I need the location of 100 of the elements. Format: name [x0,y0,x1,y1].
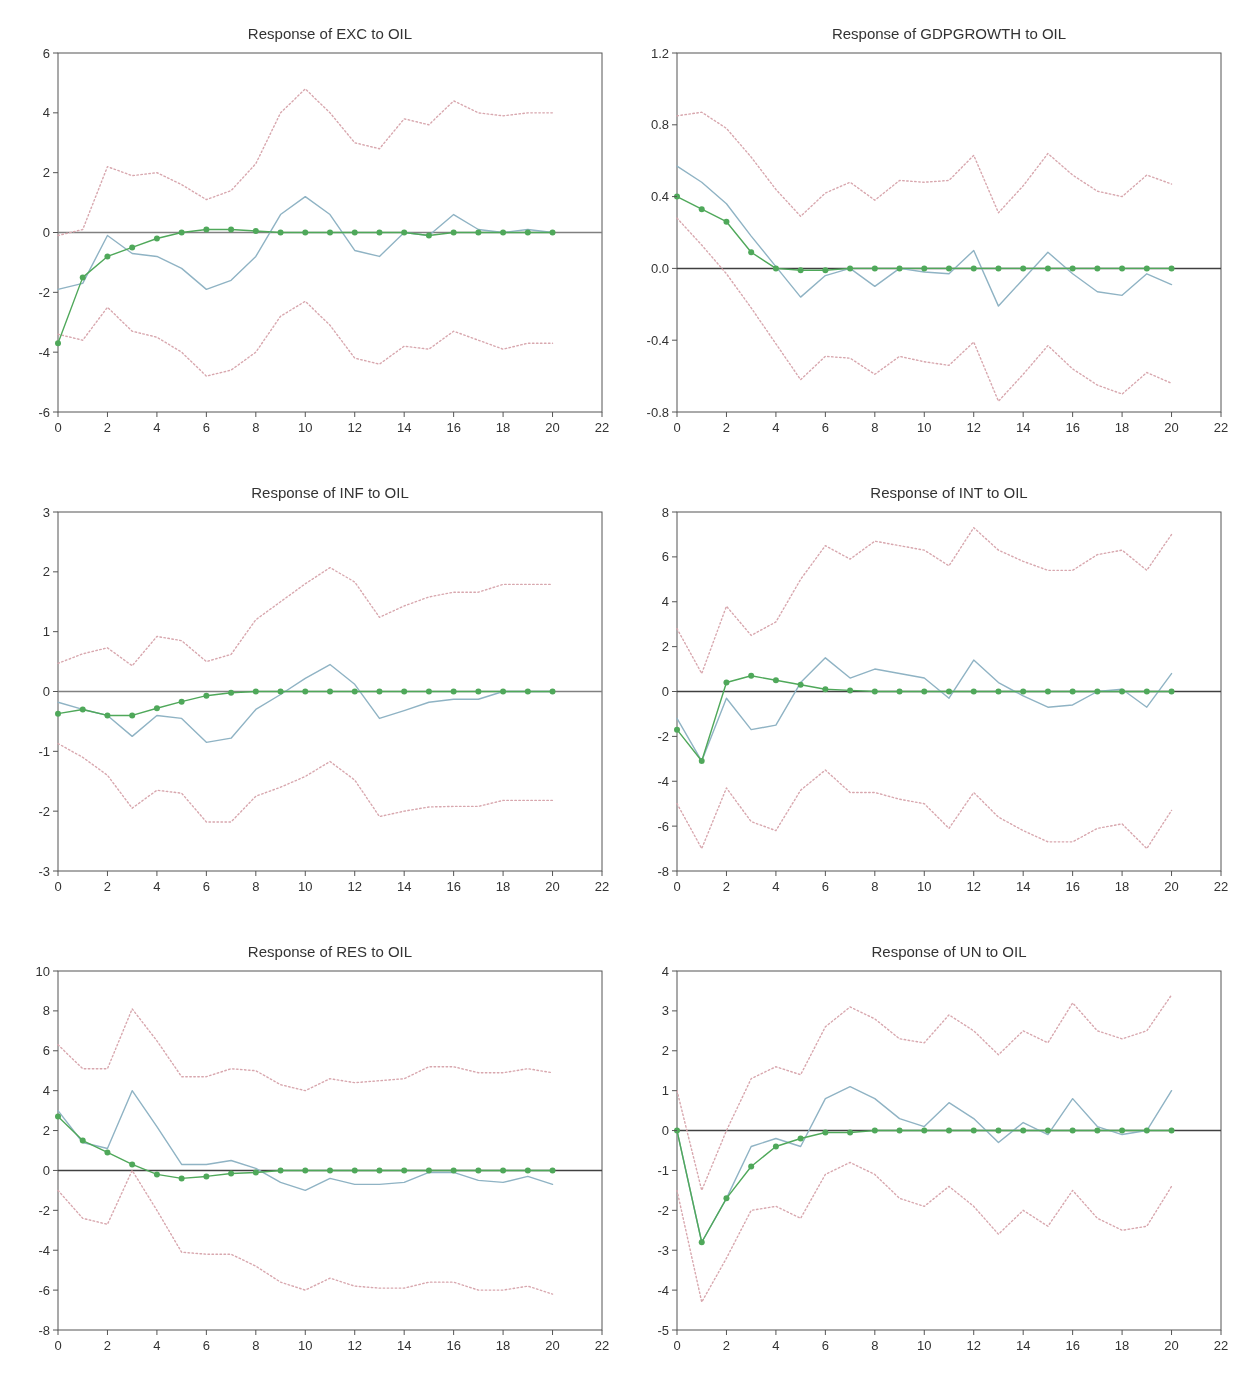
point [921,1127,928,1134]
point [822,267,829,274]
point [252,228,259,234]
point [1119,688,1126,695]
y-tick-label: 0 [42,684,50,700]
point [228,1170,235,1177]
x-tick-label: 10 [298,879,313,894]
point [1168,1127,1175,1134]
point [277,229,284,236]
point [277,688,284,695]
y-tick-label: -0.4 [646,332,669,348]
point [1069,1127,1076,1134]
point [748,672,755,679]
x-tick-label: 18 [1114,879,1130,894]
x-tick-label: 6 [202,879,210,894]
y-tick-label: -4 [38,1242,50,1258]
y-tick-label: 10 [35,963,50,979]
x-tick-label: 22 [594,420,610,435]
point [1143,265,1150,272]
x-tick-label: 2 [722,879,731,894]
point [797,1135,804,1142]
y-tick-label: -4 [38,344,50,360]
point [376,688,383,695]
x-tick-label: 2 [103,420,112,435]
point [1044,688,1051,695]
x-tick-label: 12 [966,1338,981,1353]
point [327,1167,333,1174]
x-tick-label: 22 [594,879,610,894]
point [129,712,136,719]
y-tick-label: -0.8 [646,404,669,420]
point [772,265,779,272]
x-tick-label: 6 [821,420,829,435]
point [698,1239,705,1246]
point [302,229,309,236]
line-series [57,1169,554,1295]
x-tick-label: 20 [545,1338,560,1353]
x-tick-label: 8 [871,420,879,435]
x-tick-label: 2 [103,1338,112,1353]
x-tick-label: 14 [396,1338,412,1353]
line-series [676,217,1173,402]
chart-title: Response of RES to OIL [247,943,413,960]
y-tick-label: 1.2 [650,45,669,61]
point [425,1167,432,1174]
point [524,688,531,695]
x-tick-label: 8 [252,420,260,435]
point [450,688,457,695]
x-tick-label: 0 [673,420,681,435]
point [500,688,507,695]
point [475,1167,482,1174]
x-tick-label: 0 [673,879,681,894]
line-series [676,994,1173,1192]
x-tick-label: 2 [722,420,731,435]
point [55,710,61,717]
point [351,688,358,695]
point [772,1143,779,1150]
x-tick-label: 20 [1164,879,1179,894]
point [104,712,111,719]
y-tick-label: 3 [661,1003,669,1019]
chart-title: Response of GDPGROWTH to OIL [831,25,1067,42]
x-tick-label: 10 [917,420,932,435]
x-tick-label: 14 [1015,1338,1031,1353]
y-tick-label: 2 [42,564,50,580]
point [772,677,779,684]
y-tick-label: 0 [661,1123,669,1139]
x-tick-label: 20 [1164,1338,1179,1353]
point [797,267,804,274]
point [500,229,507,236]
x-tick-label: 6 [821,1338,829,1353]
x-tick-label: 16 [1065,420,1080,435]
point [302,1167,309,1174]
y-tick-label: 4 [661,963,669,979]
x-tick-label: 20 [545,879,560,894]
x-tick-label: 2 [103,879,112,894]
point [921,265,928,272]
point [797,681,804,688]
line-series [57,566,554,667]
y-tick-label: -1 [657,1162,669,1178]
line-series [676,165,1173,307]
point [970,265,977,272]
point [946,265,952,272]
line-series [57,1008,554,1092]
y-tick-label: -2 [657,728,669,744]
point [970,688,977,695]
point [1044,1127,1051,1134]
point [178,229,185,236]
y-tick-label: -4 [657,773,669,789]
y-tick-label: -6 [38,1282,50,1298]
x-tick-label: 8 [871,1338,879,1353]
y-tick-label: -6 [657,818,669,834]
point [1020,688,1027,695]
point [129,244,136,251]
point [921,688,928,695]
point [1020,265,1027,272]
y-tick-label: -3 [657,1242,669,1258]
point [1069,265,1076,272]
point [153,235,160,242]
point [475,229,482,236]
x-tick-label: 16 [446,1338,461,1353]
chart-title: Response of EXC to OIL [247,25,413,42]
y-tick-label: 0 [661,684,669,700]
